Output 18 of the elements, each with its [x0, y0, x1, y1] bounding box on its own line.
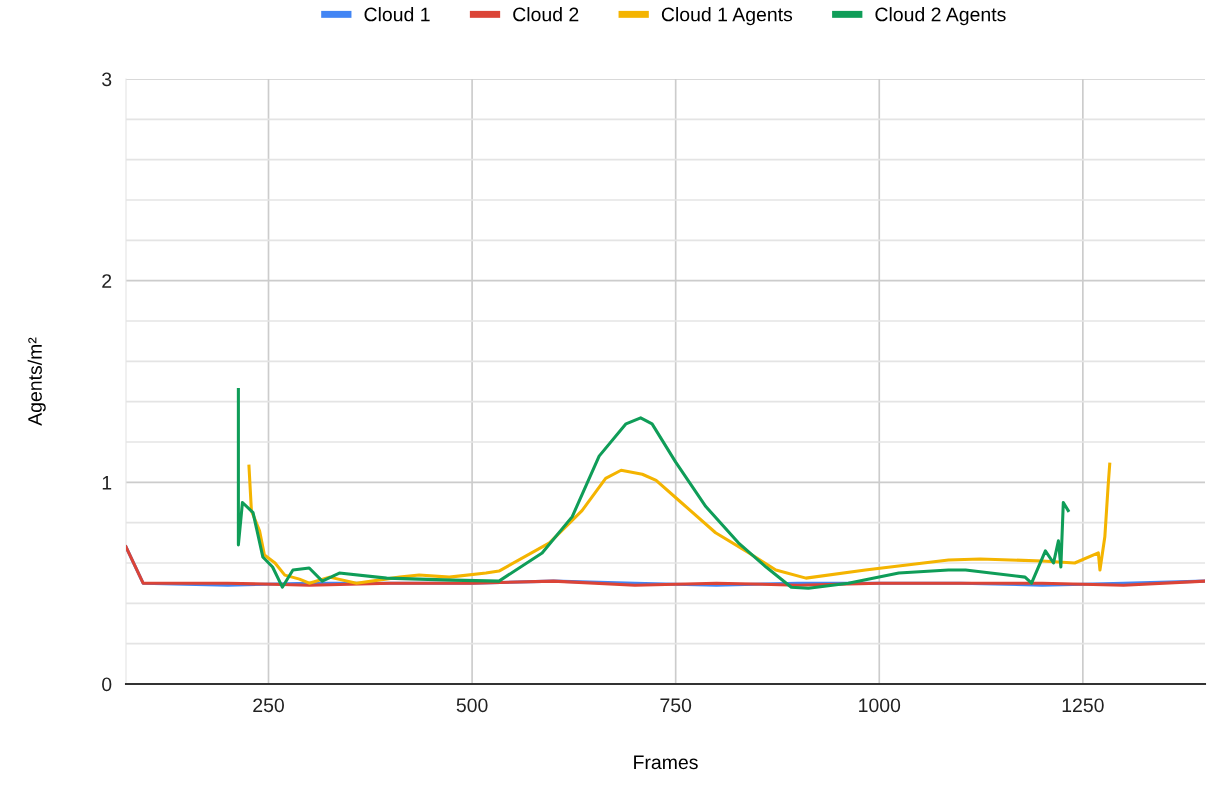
- x-tick-label: 500: [456, 698, 488, 713]
- x-tick-label: 1250: [1062, 698, 1104, 713]
- line-series: [247, 462, 1112, 585]
- x-axis-title: Frames: [634, 755, 698, 770]
- legend-label: Cloud 1 Agents: [661, 7, 793, 26]
- y-tick-label: 3: [102, 72, 112, 87]
- legend-label: Cloud 2: [513, 7, 579, 22]
- x-tick-label: 250: [253, 698, 284, 713]
- line-series: [126, 545, 1205, 587]
- y-tick-label: 1: [102, 476, 112, 490]
- legend-label: Cloud 1: [364, 7, 430, 22]
- y-tick-label: 0: [102, 677, 112, 692]
- y-tick-label: 2: [102, 274, 112, 288]
- x-tick-label: 750: [660, 698, 692, 713]
- y-axis-title: Agents/m²: [27, 337, 46, 426]
- x-tick-label: 1000: [859, 698, 901, 713]
- legend-label: Cloud 2 Agents: [875, 7, 1006, 26]
- line-series: [236, 388, 1070, 590]
